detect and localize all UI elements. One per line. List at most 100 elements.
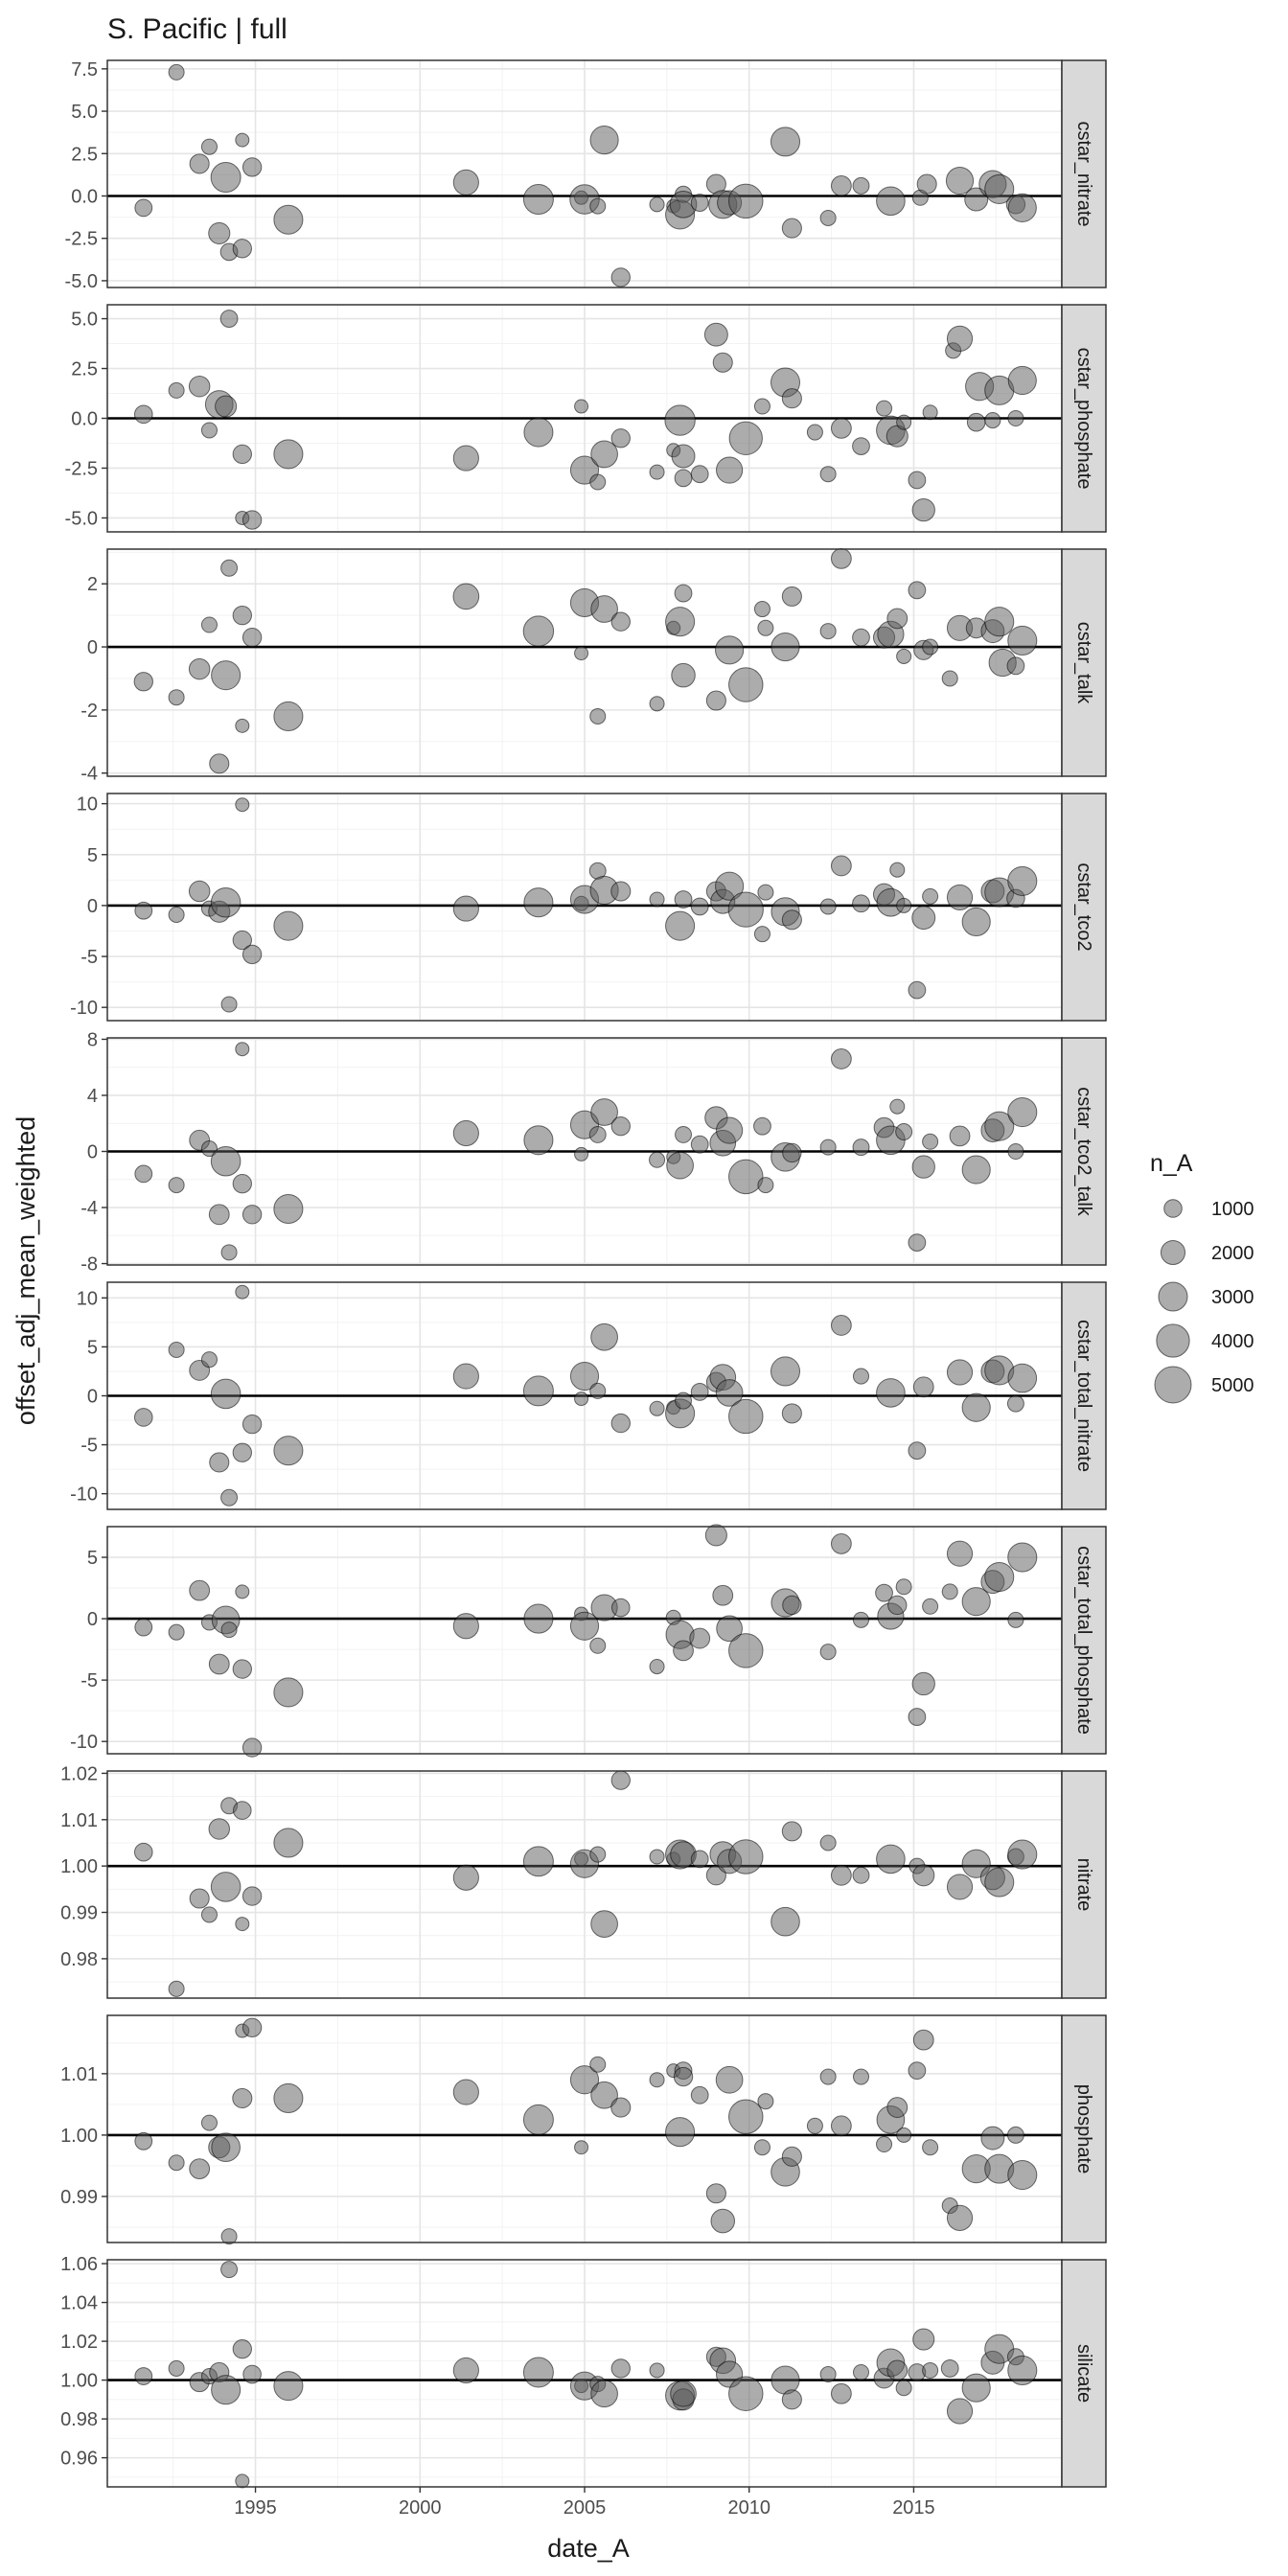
data-point — [886, 2359, 908, 2381]
data-point — [819, 466, 837, 483]
data-point — [522, 2104, 554, 2135]
data-point — [889, 862, 906, 878]
legend: n_A 1000 2000 3000 4000 5000 — [1150, 1150, 1254, 1404]
data-point — [690, 194, 709, 212]
data-point — [168, 1623, 185, 1641]
chart-title: S. Pacific | full — [107, 13, 288, 45]
facet-strip — [1061, 1526, 1107, 1755]
data-point — [674, 469, 693, 488]
data-point — [200, 1140, 218, 1158]
data-point — [242, 1205, 263, 1225]
data-point — [830, 1864, 852, 1886]
data-point — [876, 1844, 906, 1874]
data-point — [753, 926, 770, 943]
x-tick-label: 2005 — [564, 2497, 607, 2518]
data-point — [819, 623, 837, 640]
legend-title: n_A — [1150, 1150, 1193, 1177]
x-axis: 1995 2000 2005 2010 2015 — [234, 2487, 935, 2518]
data-point — [523, 417, 554, 448]
data-point — [819, 1834, 837, 1852]
y-tick-label: 1.00 — [60, 2126, 98, 2147]
data-point — [716, 1116, 744, 1144]
data-point — [220, 559, 239, 577]
data-point — [753, 601, 770, 618]
data-point — [675, 1125, 693, 1143]
data-point — [168, 689, 185, 706]
data-point — [589, 197, 607, 215]
x-axis-title: date_A — [547, 2534, 630, 2563]
data-point — [728, 2099, 764, 2134]
data-point — [819, 1138, 837, 1156]
data-point — [876, 1378, 906, 1408]
data-point — [189, 2158, 211, 2180]
data-point — [876, 2135, 893, 2153]
data-point — [710, 2208, 736, 2234]
data-point — [1007, 865, 1038, 896]
data-point — [649, 891, 665, 908]
data-point — [728, 1633, 764, 1668]
data-point — [961, 1155, 991, 1184]
data-point — [452, 1864, 479, 1891]
data-point — [242, 1886, 263, 1906]
data-point — [666, 1151, 694, 1180]
data-point — [782, 1142, 802, 1163]
data-point — [1007, 1542, 1038, 1573]
data-point — [574, 399, 589, 414]
data-point — [649, 1659, 665, 1675]
data-point — [922, 1133, 939, 1150]
data-point — [830, 2382, 852, 2404]
data-point — [242, 2364, 262, 2384]
data-point — [757, 1177, 774, 1194]
data-point — [896, 414, 912, 430]
data-point — [922, 1598, 939, 1615]
facet-strip-label: cstar_total_nitrate — [1073, 1320, 1094, 1472]
y-tick-label: 7.5 — [71, 59, 98, 80]
data-point — [946, 2204, 974, 2231]
y-tick-label: 0.98 — [60, 2409, 98, 2430]
data-point — [922, 887, 939, 905]
y-tick-label: -2.5 — [65, 458, 98, 479]
y-tick-label: -5 — [80, 947, 98, 968]
data-point — [134, 1164, 153, 1184]
data-point — [589, 126, 619, 155]
data-point — [1007, 193, 1037, 222]
data-point — [210, 1378, 242, 1410]
data-point — [168, 381, 185, 399]
data-point — [210, 886, 242, 918]
data-point — [674, 584, 693, 603]
data-point — [1007, 625, 1038, 656]
facet-strip — [1061, 304, 1107, 533]
data-point — [819, 1644, 837, 1661]
data-point — [852, 2068, 870, 2085]
data-point — [690, 1383, 709, 1401]
legend-key — [1160, 1239, 1186, 1266]
data-point — [728, 1839, 764, 1874]
data-point — [235, 1284, 250, 1300]
data-point — [852, 1138, 870, 1157]
data-point — [235, 1584, 250, 1599]
data-point — [782, 1595, 802, 1616]
data-point — [781, 388, 802, 409]
data-point — [134, 1618, 153, 1637]
data-point — [610, 1770, 631, 1790]
data-point — [242, 510, 263, 530]
y-tick-label: -2.5 — [65, 229, 98, 250]
data-point — [728, 183, 764, 219]
data-point — [590, 440, 618, 469]
facet-strip-label: cstar_talk — [1073, 622, 1094, 705]
y-tick-label: 1.00 — [60, 2371, 98, 2392]
data-point — [886, 2097, 908, 2118]
data-point — [984, 1561, 1015, 1593]
legend-label: 3000 — [1211, 1287, 1254, 1308]
data-point — [574, 646, 589, 661]
data-point — [133, 404, 153, 425]
panel-cstar-nitrate: -5.0 -2.5 0.0 2.5 5.0 7.5 cstar_nitrate — [65, 59, 1107, 292]
data-point — [715, 1379, 744, 1407]
data-point — [715, 2065, 744, 2094]
data-point — [984, 1867, 1015, 1898]
data-point — [705, 2183, 726, 2204]
y-tick-label: -2 — [80, 701, 98, 722]
y-tick-label: -5 — [80, 1436, 98, 1457]
data-point — [168, 2359, 185, 2377]
facet-strip-label: cstar_total_phosphate — [1073, 1546, 1094, 1735]
